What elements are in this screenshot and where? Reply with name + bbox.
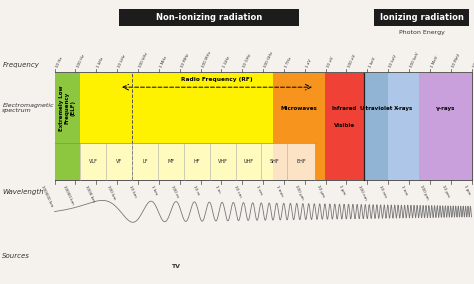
Text: 10 cm: 10 cm [233, 184, 242, 198]
Text: EHF: EHF [296, 159, 306, 164]
Text: Infrared: Infrared [332, 106, 357, 110]
Text: Microwaves: Microwaves [281, 106, 317, 110]
Text: Sources: Sources [2, 252, 30, 259]
Text: 100 Hz: 100 Hz [76, 54, 85, 69]
Text: 100 m: 100 m [170, 184, 179, 198]
Text: 1 nm: 1 nm [401, 184, 409, 195]
Text: 100 nm: 100 nm [356, 184, 367, 200]
Text: TV: TV [171, 264, 180, 270]
Text: 100 pm: 100 pm [419, 184, 429, 200]
Text: 10 MHz: 10 MHz [180, 53, 190, 69]
Bar [55, 73, 81, 180]
Text: γ-rays: γ-rays [436, 106, 455, 110]
Text: 10 eV: 10 eV [326, 57, 335, 69]
Text: 1 MeV: 1 MeV [430, 56, 439, 69]
Text: 1 kHz: 1 kHz [97, 57, 105, 69]
Text: Photon Energy: Photon Energy [399, 30, 445, 35]
Bar [81, 143, 315, 180]
Text: 1000 km: 1000 km [84, 184, 96, 202]
Text: HF: HF [193, 159, 200, 164]
Text: 100 GHz: 100 GHz [264, 51, 274, 69]
Bar [419, 73, 472, 180]
Text: X-rays: X-rays [394, 106, 413, 110]
Text: 10000 km: 10000 km [63, 184, 75, 205]
Text: Visible: Visible [334, 123, 355, 128]
Text: VF: VF [116, 159, 122, 164]
Text: VHF: VHF [218, 159, 228, 164]
Text: 100 MeV: 100 MeV [472, 51, 474, 69]
Text: 1 keV: 1 keV [368, 57, 376, 69]
Text: Ionizing radiation: Ionizing radiation [380, 12, 464, 22]
Bar [325, 73, 365, 180]
Text: Non-ionizing radiation: Non-ionizing radiation [156, 12, 262, 22]
Text: 100 kHz: 100 kHz [138, 52, 149, 69]
Text: 1 MHz: 1 MHz [159, 56, 168, 69]
Text: 10 kHz: 10 kHz [118, 55, 127, 69]
Text: 1 mm: 1 mm [275, 184, 283, 197]
Text: Electromagnetic
spectrum: Electromagnetic spectrum [2, 103, 54, 114]
Text: 1 μm: 1 μm [338, 184, 346, 195]
Text: Ultraviolet: Ultraviolet [360, 106, 393, 110]
Bar [119, 9, 299, 26]
Text: 1 cm: 1 cm [255, 184, 263, 195]
Text: 1 km: 1 km [150, 184, 158, 195]
Text: UHF: UHF [244, 159, 254, 164]
Text: Frequency: Frequency [2, 62, 39, 68]
Bar [273, 73, 325, 180]
Bar [374, 9, 469, 26]
Text: 1 m: 1 m [214, 184, 221, 193]
Text: Extremely Low
Frequency
(ELF): Extremely Low Frequency (ELF) [59, 85, 76, 131]
Text: 10 km: 10 km [128, 184, 137, 198]
Text: LF: LF [142, 159, 148, 164]
Text: MF: MF [167, 159, 174, 164]
Text: 100 km: 100 km [107, 184, 117, 200]
Text: VLF: VLF [89, 159, 98, 164]
Text: 100 MHz: 100 MHz [201, 51, 212, 69]
Text: 10 GHz: 10 GHz [243, 54, 253, 69]
Text: 10 Hz: 10 Hz [55, 57, 64, 69]
Text: 1 pm: 1 pm [463, 184, 471, 195]
Text: 100 μm: 100 μm [294, 184, 304, 200]
Bar [388, 73, 419, 180]
Text: 10 nm: 10 nm [379, 184, 388, 198]
Text: 1 GHz: 1 GHz [222, 56, 230, 69]
Text: 100000 km: 100000 km [41, 184, 54, 207]
Text: 10 pm: 10 pm [441, 184, 450, 198]
Bar [365, 73, 388, 180]
Text: Radio Frequency (RF): Radio Frequency (RF) [181, 77, 253, 82]
Text: 10 MeV: 10 MeV [451, 53, 461, 69]
Text: SHF: SHF [270, 159, 279, 164]
Text: 10 m: 10 m [192, 184, 200, 195]
Text: 10 keV: 10 keV [389, 54, 398, 69]
Text: 1 eV: 1 eV [305, 59, 313, 69]
Text: 100 eV: 100 eV [347, 54, 356, 69]
Text: Wavelength: Wavelength [2, 189, 44, 195]
Bar [81, 73, 273, 180]
Text: 10 μm: 10 μm [316, 184, 325, 198]
Text: 1 THz: 1 THz [284, 57, 293, 69]
Text: 100 keV: 100 keV [410, 52, 420, 69]
